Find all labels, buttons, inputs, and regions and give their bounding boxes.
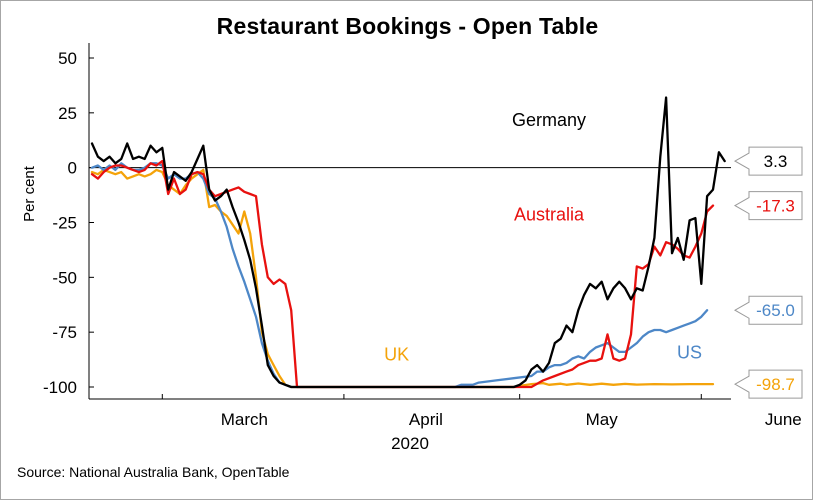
- end-value-callout-us: [733, 295, 803, 325]
- series-label-germany: Germany: [512, 110, 586, 130]
- end-value-callout-uk: [733, 369, 803, 399]
- end-value-callout-germany: [733, 146, 803, 176]
- series-line-germany: [90, 96, 726, 389]
- series-group: [90, 96, 726, 389]
- labels-group: Germany Australia US UK 3.3 -17.3 -65.0 -98.7: [384, 110, 803, 399]
- y-tick-label: -50: [52, 268, 77, 287]
- chart-title: Restaurant Bookings - Open Table: [216, 13, 599, 39]
- y-tick-label: -25: [52, 214, 77, 233]
- y-tick-label: 50: [58, 49, 77, 68]
- series-label-uk: UK: [384, 345, 409, 365]
- source-note: Source: National Australia Bank, OpenTab…: [17, 464, 290, 480]
- series-label-us: US: [677, 342, 702, 362]
- x-tick-label: April: [409, 410, 443, 429]
- y-tick-label: -100: [43, 378, 77, 397]
- x-tick-label: March: [221, 410, 268, 429]
- end-value-callout-australia: [733, 191, 803, 221]
- end-value-label-us: -65.0: [756, 301, 795, 320]
- y-tick-label: 0: [68, 159, 77, 178]
- end-value-label-australia: -17.3: [756, 197, 795, 216]
- y-axis-label: Per cent: [21, 165, 38, 222]
- series-label-australia: Australia: [514, 204, 585, 224]
- end-value-label-germany: 3.3: [764, 152, 788, 171]
- x-tick-label: May: [586, 410, 619, 429]
- series-line-uk: [90, 168, 715, 389]
- end-value-label-uk: -98.7: [756, 375, 795, 394]
- axes-group: 50 25 0 -25 -50 -75 -100 March April May June 2020 P…: [21, 43, 802, 453]
- x-tick-label: June: [765, 410, 802, 429]
- y-tick-label: -75: [52, 323, 77, 342]
- x-axis-label: 2020: [391, 434, 429, 453]
- y-tick-label: 25: [58, 104, 77, 123]
